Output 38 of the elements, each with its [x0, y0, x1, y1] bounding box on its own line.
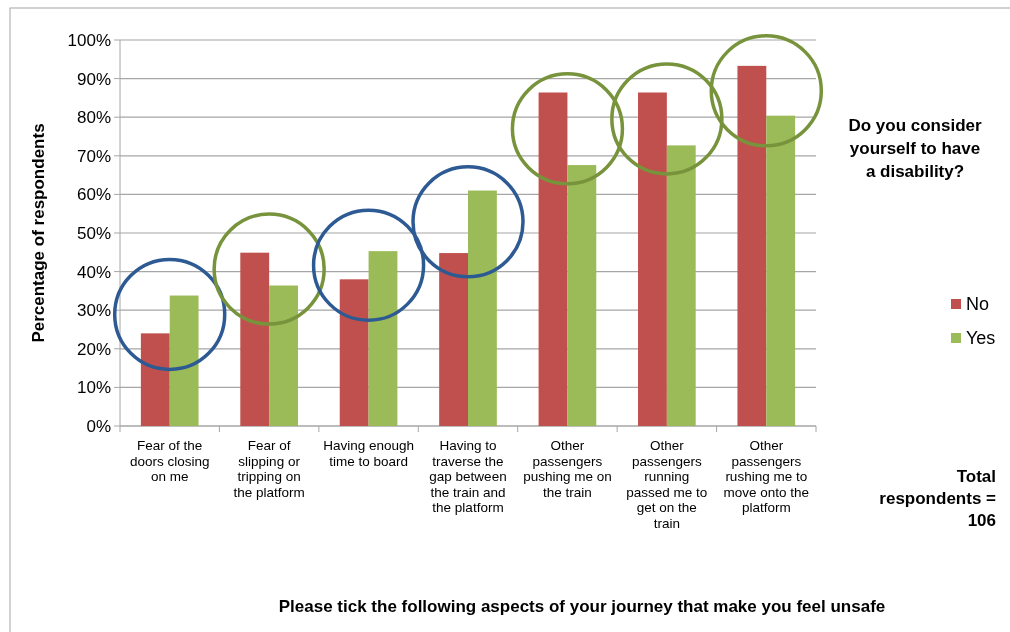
bar	[368, 251, 398, 426]
text: Total respondents = 106	[879, 467, 997, 530]
bar	[140, 333, 170, 426]
y-tick-label: 10%	[76, 378, 111, 398]
bar	[766, 115, 796, 426]
y-tick-label: 40%	[76, 262, 111, 282]
bar	[567, 165, 597, 426]
y-tick-label: 90%	[76, 69, 111, 89]
x-tick-label: Having enough time to board	[323, 438, 414, 469]
bar	[240, 252, 270, 426]
bar	[638, 92, 667, 426]
y-tick-label: 30%	[76, 301, 111, 321]
legend-title: Do you consider yourself to have a disability?	[848, 116, 982, 181]
x-tick-label: Other passengers pushing me on the train	[523, 438, 612, 500]
x-tick-label: Other passengers rushing me to move onto the platform	[723, 438, 810, 516]
bar	[269, 285, 298, 426]
legend-label: Yes	[966, 328, 996, 349]
y-axis-title: Percentage of respondents	[29, 123, 48, 343]
y-tick-label: 50%	[76, 223, 111, 243]
y-tick-label: 0%	[86, 416, 111, 436]
y-tick-label: 60%	[76, 185, 111, 205]
bar	[666, 145, 696, 426]
x-axis-title: Please tick the following aspects of your journey that make you feel unsafe	[278, 597, 886, 616]
y-tick-label: 80%	[76, 108, 111, 128]
y-tick-label: 100%	[67, 30, 111, 50]
bar	[538, 92, 568, 426]
bar	[439, 253, 468, 426]
x-tick-label: Other passengers running passed me to get on the train	[626, 438, 708, 531]
bar	[169, 295, 199, 426]
y-tick-label: 20%	[76, 339, 111, 359]
bar	[468, 190, 497, 426]
x-tick-label: Having to traverse the gap between the train and the platform	[429, 438, 507, 516]
x-tick-label: Fear of the doors closing on me	[129, 438, 210, 485]
y-tick-label: 70%	[76, 146, 111, 166]
bar	[737, 65, 767, 426]
bar	[339, 279, 369, 426]
x-tick-label: Fear of slipping or tripping on the platform	[233, 438, 305, 500]
legend-label: No	[966, 294, 990, 315]
